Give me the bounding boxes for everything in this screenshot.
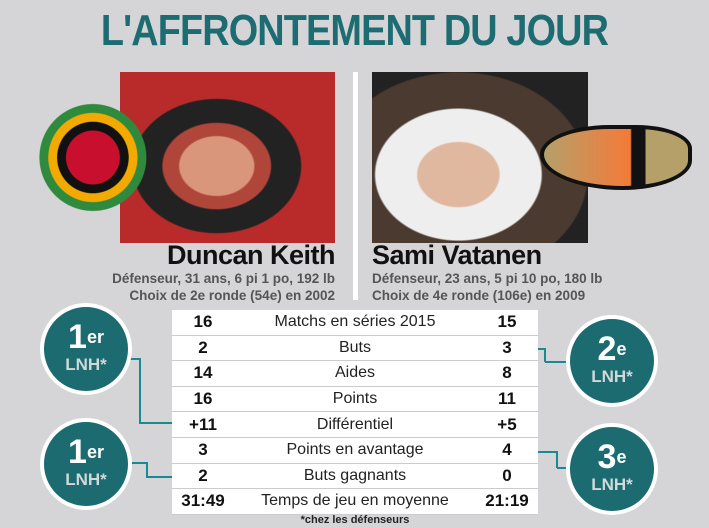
connector-line — [545, 361, 571, 363]
stat-label: Temps de jeu en moyenne — [261, 492, 449, 510]
stat-label: Buts gagnants — [303, 466, 407, 484]
stat-keith: 2 — [198, 465, 208, 485]
rank-value: 1 — [68, 433, 87, 471]
stat-vatanen: 3 — [502, 337, 512, 357]
rank-suffix: er — [86, 327, 104, 347]
stats-table: 16 Matchs en séries 2015 15 2 Buts 3 14 Aides 8 1… — [172, 310, 538, 515]
league-label: LNH* — [591, 367, 633, 386]
rank-badge: 3e LNH* — [566, 423, 658, 515]
stat-keith: +11 — [189, 414, 217, 434]
stat-vatanen: 11 — [498, 389, 516, 409]
rank-number: 2e — [570, 331, 654, 367]
player-name-right: Sami Vatanen — [372, 240, 542, 270]
rank-value: 2 — [597, 330, 617, 368]
stat-vatanen: 0 — [502, 465, 512, 485]
stat-vatanen: 15 — [497, 312, 517, 332]
table-row: 3 Points en avantage 4 — [172, 437, 538, 464]
stat-vatanen: +5 — [497, 414, 517, 434]
stat-keith: 2 — [198, 337, 208, 357]
stat-label: Différentiel — [316, 415, 394, 433]
player-info-left: Défenseur, 31 ans, 6 pi 1 po, 192 lb Cho… — [112, 270, 335, 304]
footnote: *chez les défenseurs — [300, 514, 410, 526]
league-label: LNH* — [65, 470, 107, 489]
table-row: 16 Matchs en séries 2015 15 — [172, 310, 538, 336]
rank-suffix: e — [616, 339, 627, 359]
connector-line — [125, 462, 147, 464]
player-name-left: Duncan Keith — [166, 240, 336, 270]
table-row: 2 Buts gagnants 0 — [172, 463, 538, 490]
table-row: 2 Buts 3 — [172, 335, 538, 362]
player-draft-line: Choix de 2e ronde (54e) en 2002 — [129, 288, 335, 303]
stat-vatanen: 8 — [502, 363, 512, 383]
stat-keith: 14 — [193, 363, 213, 383]
connector-line — [538, 348, 546, 362]
stat-label: Points — [332, 390, 378, 408]
rank-suffix: er — [86, 442, 104, 462]
rank-number: 3e — [570, 439, 654, 475]
stat-vatanen: 4 — [502, 440, 512, 460]
stat-label: Buts — [338, 338, 371, 356]
stat-keith: 16 — [193, 312, 213, 332]
divider — [353, 72, 358, 300]
rank-badge: 1er LNH* — [40, 303, 132, 395]
rank-value: 3 — [597, 438, 617, 476]
rank-badge: 1er LNH* — [40, 418, 132, 510]
page-title: L'AFFRONTEMENT DU JOUR — [100, 6, 609, 55]
rank-suffix: e — [616, 447, 627, 467]
stat-label: Aides — [334, 364, 376, 382]
player-draft-line: Choix de 4e ronde (106e) en 2009 — [372, 288, 586, 303]
league-label: LNH* — [591, 475, 633, 494]
stat-keith: 31:49 — [181, 491, 225, 511]
connector-line — [146, 462, 172, 478]
player-info-line: Défenseur, 31 ans, 6 pi 1 po, 192 lb — [112, 271, 335, 286]
ducks-logo — [540, 125, 692, 190]
stat-keith: 3 — [198, 440, 208, 460]
player-info-line: Défenseur, 23 ans, 5 pi 10 po, 180 lb — [372, 271, 603, 286]
table-row: 14 Aides 8 — [172, 361, 538, 387]
league-label: LNH* — [65, 355, 107, 374]
connector-line — [538, 451, 558, 468]
stat-label: Matchs en séries 2015 — [274, 313, 436, 331]
player-info-right: Défenseur, 23 ans, 5 pi 10 po, 180 lb Ch… — [372, 270, 602, 304]
table-row: +11 Différentiel +5 — [172, 412, 538, 438]
rank-badge: 2e LNH* — [566, 315, 658, 407]
rank-number: 1er — [44, 319, 128, 355]
rank-value: 1 — [68, 318, 87, 356]
stat-vatanen: 21:19 — [485, 491, 529, 511]
stat-keith: 16 — [193, 389, 213, 409]
connector-line — [139, 358, 172, 424]
blackhawks-logo — [38, 100, 160, 215]
stat-label: Points en avantage — [286, 441, 424, 459]
rank-number: 1er — [44, 434, 128, 470]
connector-line — [557, 467, 573, 469]
connector-line — [128, 358, 141, 360]
table-row: 31:49 Temps de jeu en moyenne 21:19 — [172, 489, 538, 515]
table-row: 16 Points 11 — [172, 386, 538, 413]
